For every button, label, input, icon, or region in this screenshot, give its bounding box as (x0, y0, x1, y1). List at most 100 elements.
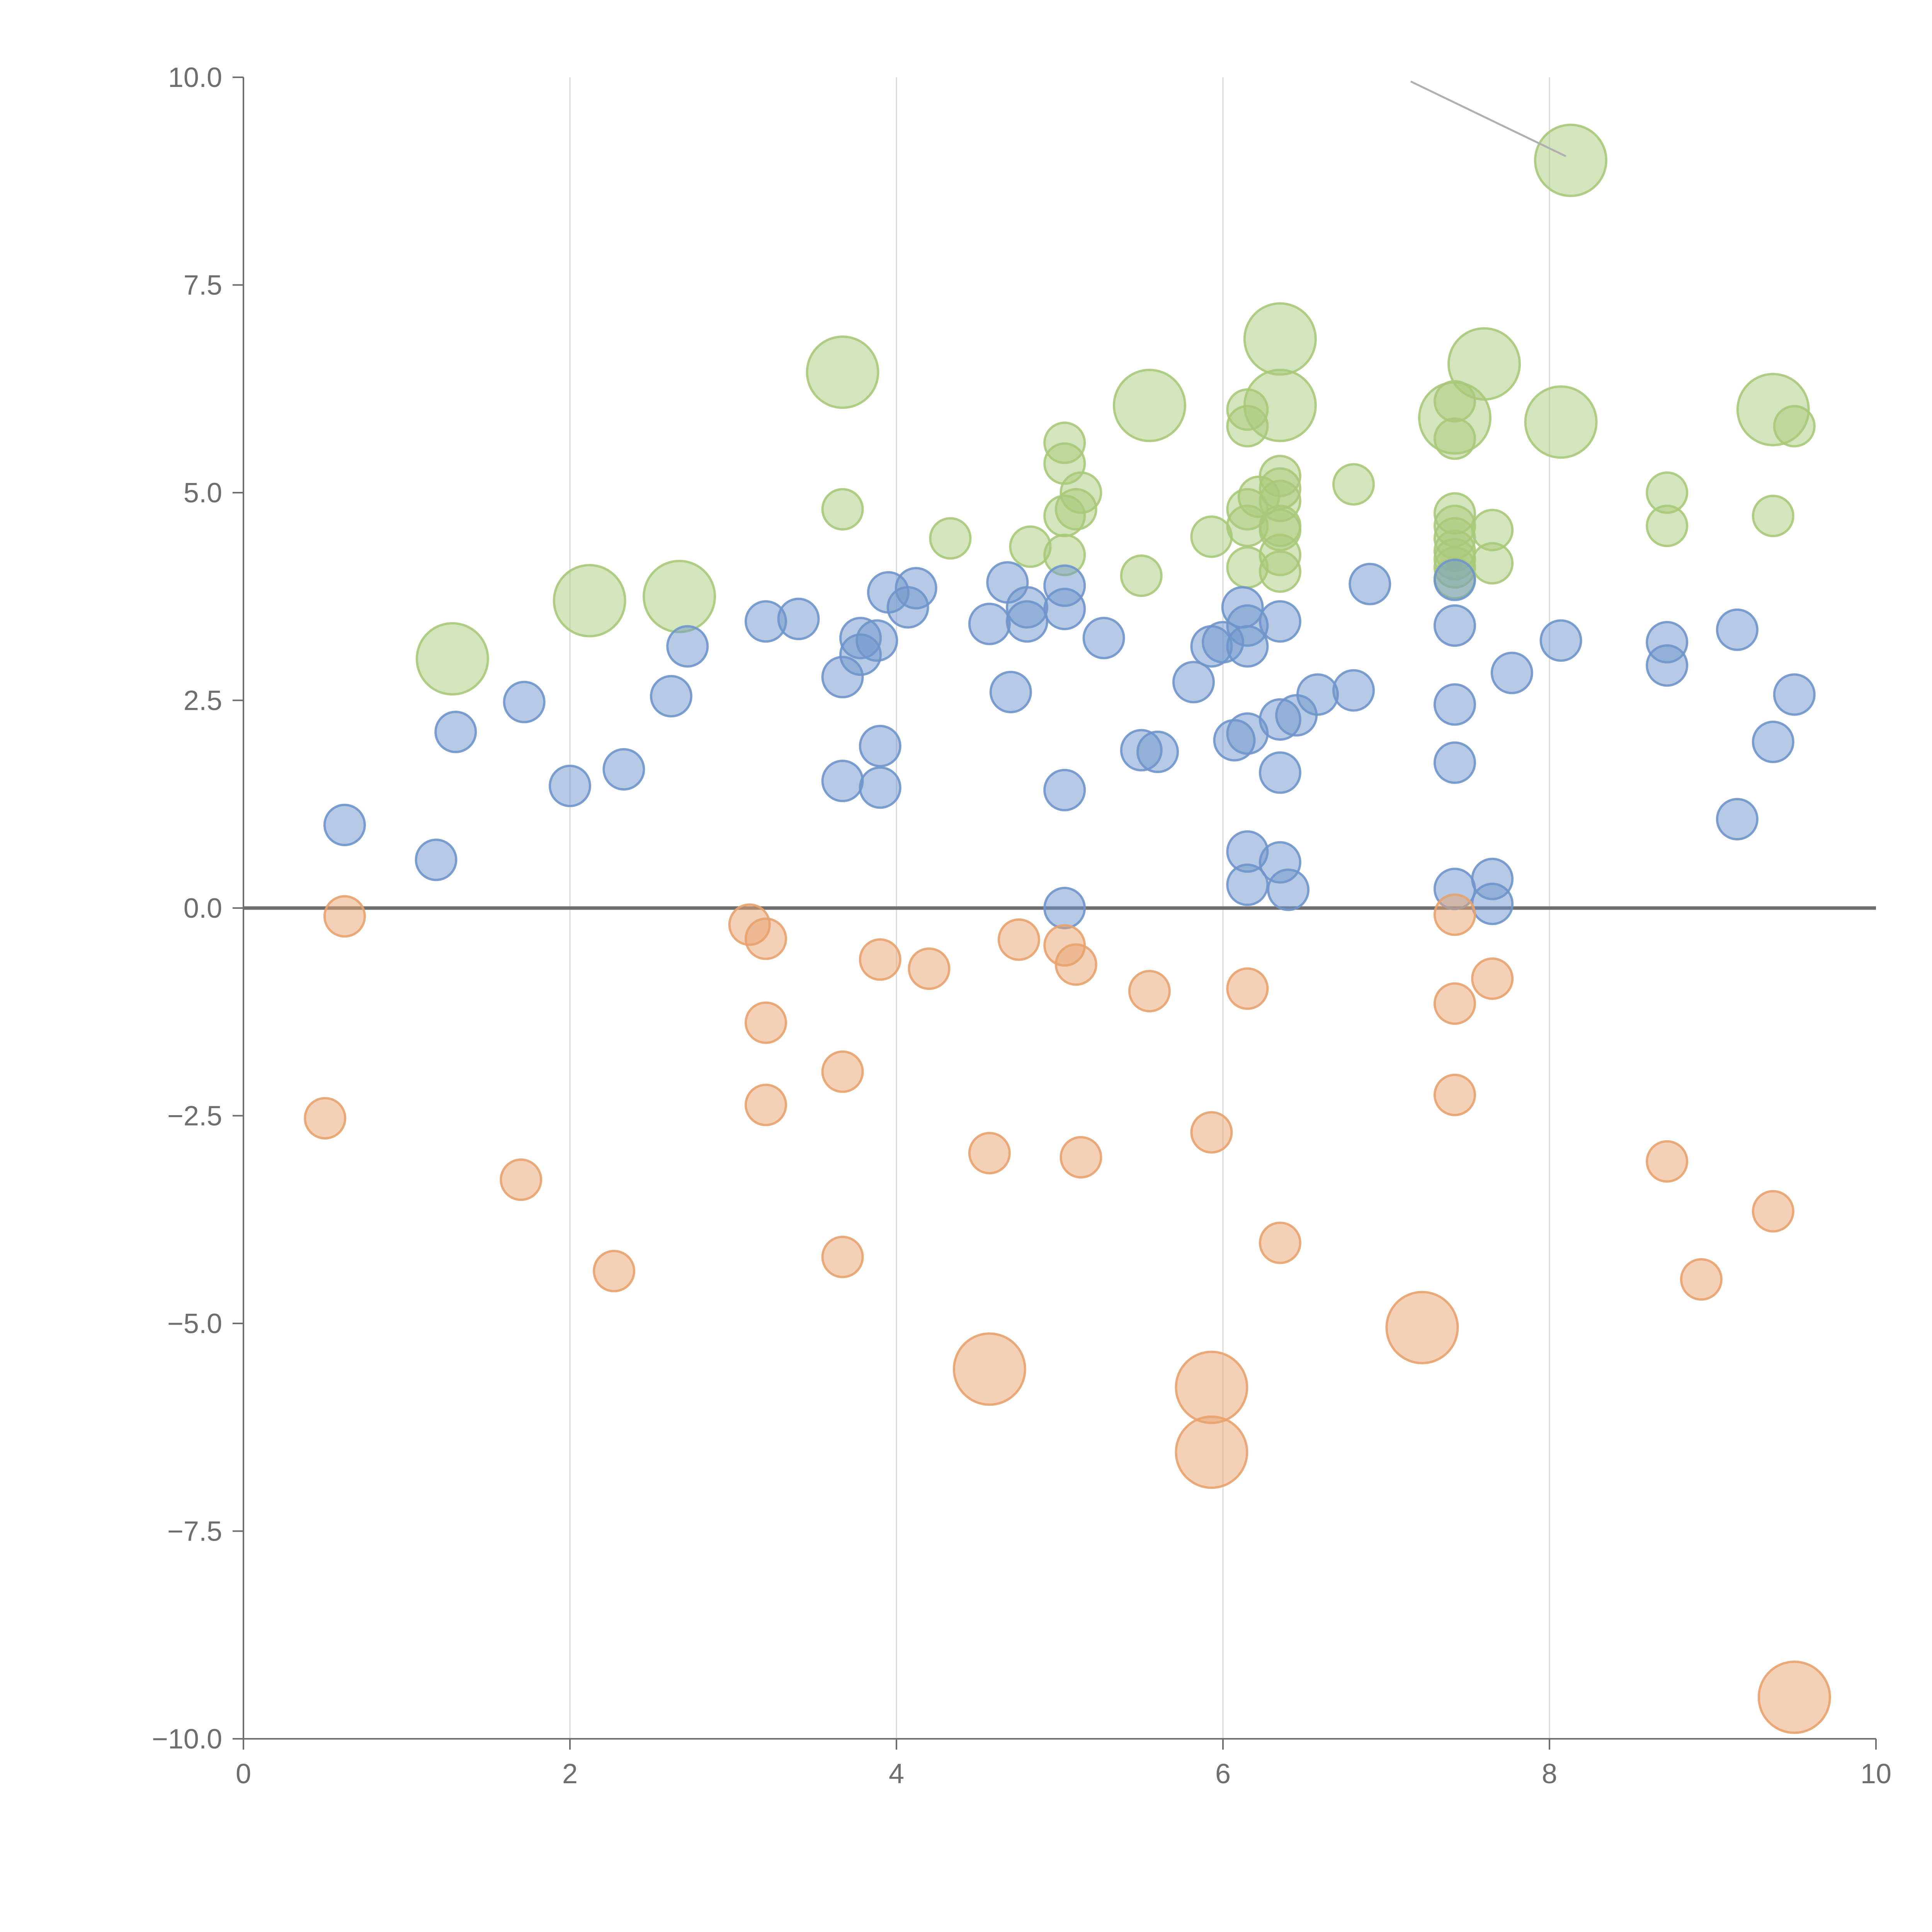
annotation-leader-line (1410, 80, 1566, 157)
data-point-blue (1190, 625, 1233, 668)
data-point-green (806, 335, 879, 409)
data-point-orange (1433, 1073, 1476, 1116)
data-point-orange (1385, 1291, 1459, 1364)
data-point-blue (549, 764, 591, 807)
data-point-orange (1752, 1190, 1794, 1233)
data-point-orange (1190, 1111, 1233, 1154)
data-point-green (929, 517, 972, 560)
data-point-blue (1226, 863, 1269, 906)
data-point-orange (745, 917, 787, 960)
y-tick-label: 0.0 (184, 893, 222, 924)
y-tick-label: −10.0 (152, 1724, 222, 1755)
data-point-blue (1226, 625, 1269, 668)
annotation-layer (1410, 80, 1566, 157)
data-point-blue (1716, 608, 1759, 651)
data-point-blue (602, 748, 645, 791)
y-tick-label: 5.0 (184, 478, 222, 509)
data-point-green (1259, 550, 1301, 593)
data-point-green (1433, 380, 1476, 423)
data-point-blue (666, 625, 709, 668)
data-point-orange (1646, 1140, 1689, 1183)
data-point-green (1471, 542, 1514, 585)
data-point-blue (1043, 588, 1086, 630)
data-point-blue (1006, 600, 1048, 643)
data-point-blue (1716, 798, 1759, 840)
data-point-green (1646, 505, 1689, 547)
data-point-blue (1267, 868, 1310, 911)
data-point-blue (1259, 751, 1301, 794)
data-point-blue (1646, 644, 1689, 687)
x-tick-label: 10 (1861, 1759, 1891, 1789)
data-point-orange (593, 1250, 636, 1293)
data-point-green (553, 564, 626, 638)
data-point-blue (821, 656, 864, 699)
data-point-blue (1433, 741, 1476, 784)
data-point-orange (745, 1001, 787, 1044)
data-point-blue (777, 597, 820, 640)
x-tick-label: 2 (562, 1759, 578, 1789)
data-point-green (1773, 405, 1816, 447)
data-point-blue (415, 838, 457, 881)
data-point-green (1112, 369, 1186, 442)
data-point-blue (886, 586, 929, 629)
data-point-green (1120, 554, 1163, 597)
data-point-green (1524, 385, 1598, 459)
data-point-blue (859, 724, 901, 767)
data-point-green (1752, 495, 1794, 537)
data-point-blue (434, 711, 477, 753)
data-point-blue (1043, 887, 1086, 929)
axes-layer: 0 2 4 6 8 10 10.0 7.5 5.0 2.5 0.0 −2.5 −5.0 −7.5 −10.0 (152, 62, 1891, 1789)
data-point-blue (989, 671, 1032, 713)
x-tick-label: 0 (236, 1759, 251, 1789)
data-point-orange (500, 1158, 543, 1201)
data-point-orange (1175, 1415, 1248, 1489)
data-point-orange (968, 1132, 1011, 1175)
data-point-orange (1471, 957, 1514, 1000)
data-point-orange (821, 1236, 864, 1278)
data-point-blue (1136, 730, 1179, 773)
data-point-blue (1433, 683, 1476, 726)
data-point-orange (1054, 943, 1097, 986)
data-point-green (1534, 124, 1607, 197)
data-point-green (415, 622, 489, 696)
data-point-orange (1757, 1660, 1831, 1734)
data-point-orange (745, 1083, 787, 1126)
data-point-blue (650, 675, 692, 718)
data-point-green (1433, 417, 1476, 460)
data-point-blue (503, 680, 546, 723)
data-point-orange (821, 1050, 864, 1093)
x-tick-label: 6 (1215, 1759, 1231, 1789)
data-point-blue (1349, 563, 1391, 605)
data-point-orange (1128, 970, 1171, 1012)
data-point-orange (997, 918, 1040, 961)
y-tick-label: 2.5 (184, 685, 222, 716)
data-point-blue (1490, 651, 1533, 694)
data-point-orange (1060, 1136, 1102, 1179)
data-point-orange (1433, 893, 1476, 936)
data-point-green (821, 488, 864, 531)
x-tick-label: 8 (1542, 1759, 1557, 1789)
data-point-orange (1259, 1221, 1301, 1264)
data-point-orange (952, 1332, 1026, 1406)
data-point-blue (821, 760, 864, 803)
data-point-green (1243, 302, 1317, 376)
data-point-green (643, 560, 716, 633)
data-point-green (1190, 515, 1233, 558)
y-tick-label: −5.0 (167, 1308, 222, 1339)
data-point-blue (1773, 673, 1816, 716)
y-tick-label: −2.5 (167, 1101, 222, 1132)
data-point-blue (859, 766, 901, 809)
y-tick-label: 10.0 (168, 62, 222, 93)
data-point-blue (1471, 883, 1514, 925)
data-point-orange (323, 895, 366, 938)
points-layer (304, 124, 1831, 1734)
data-point-green (1043, 495, 1086, 537)
y-tick-label: −7.5 (167, 1516, 222, 1547)
data-point-blue (1172, 661, 1215, 704)
x-tick-label: 4 (889, 1759, 904, 1789)
data-point-blue (1433, 558, 1476, 601)
data-point-orange (1226, 967, 1269, 1010)
data-point-orange (859, 938, 901, 981)
data-point-blue (968, 602, 1011, 645)
